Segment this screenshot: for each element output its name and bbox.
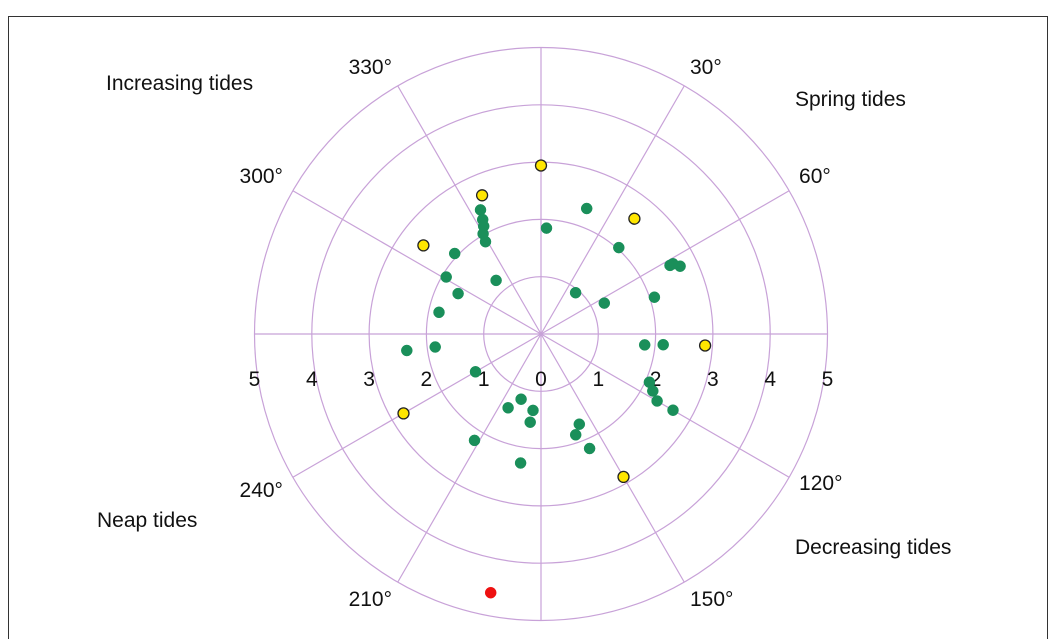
grid-spoke-150 — [540, 333, 685, 583]
radial-tick-label: 2 — [421, 368, 433, 391]
grid-spoke-60 — [540, 190, 790, 335]
green-point — [440, 271, 452, 283]
grid-spoke-240 — [292, 333, 542, 478]
yellow-point — [397, 407, 410, 420]
radial-tick-label: 3 — [707, 368, 719, 391]
grid-spoke-300 — [292, 190, 542, 335]
angle-label-240: 240° — [240, 479, 283, 502]
grid-spoke-330 — [397, 85, 542, 335]
yellow-point — [617, 470, 630, 484]
yellow-point — [417, 239, 430, 252]
grid-spoke-210 — [397, 333, 542, 583]
green-point — [583, 442, 596, 455]
angle-label-300: 300° — [240, 165, 283, 188]
green-point — [527, 404, 539, 417]
yellow-point — [628, 212, 641, 225]
radial-tick-label: 1 — [478, 368, 490, 391]
green-point — [429, 341, 441, 353]
quadrant-label-spring: Spring tides — [795, 88, 906, 111]
radial-tick-label: 0 — [535, 368, 547, 391]
radial-tick-label: 4 — [306, 368, 318, 391]
green-point — [638, 339, 651, 351]
polar-grid — [253, 46, 829, 622]
grid-spoke-30 — [540, 85, 685, 335]
green-point — [448, 247, 461, 260]
yellow-point — [698, 339, 712, 352]
red-point — [484, 586, 497, 599]
green-point — [401, 344, 413, 357]
yellow-point — [534, 159, 548, 172]
green-point — [468, 434, 481, 447]
green-point — [651, 395, 663, 407]
green-point — [648, 291, 661, 303]
radial-tick-label: 5 — [249, 368, 261, 391]
green-point — [573, 418, 586, 430]
green-point — [569, 286, 582, 299]
green-point — [514, 457, 527, 469]
quadrant-label-neap: Neap tides — [97, 509, 198, 532]
axis-labels: 30° 60° 120° 150° 210° 240° 300° 330° 5 4 3 2 1 0 1 2 3 4… — [240, 56, 843, 611]
radial-tick-label: 4 — [764, 368, 776, 391]
angle-label-150: 150° — [690, 588, 733, 611]
radial-tick-label: 5 — [822, 368, 834, 391]
angle-label-60: 60° — [799, 165, 831, 188]
quadrant-label-decreasing: Decreasing tides — [795, 536, 952, 559]
angle-label-30: 30° — [690, 56, 722, 79]
angle-label-330: 330° — [349, 56, 392, 79]
green-point — [657, 338, 669, 351]
green-point — [598, 297, 611, 309]
quadrant-label-increasing: Increasing tides — [106, 72, 254, 95]
angle-label-210: 210° — [349, 588, 392, 611]
green-point — [664, 259, 676, 272]
green-point — [433, 306, 445, 319]
green-point — [515, 393, 527, 405]
green-point — [540, 222, 553, 234]
chart-frame — [8, 16, 1048, 639]
radial-tick-label: 2 — [650, 368, 662, 391]
green-point — [474, 204, 487, 216]
green-point — [580, 202, 593, 215]
radial-tick-label: 1 — [592, 368, 604, 391]
green-point — [469, 366, 482, 378]
green-point — [647, 385, 659, 397]
green-point — [667, 404, 679, 416]
radial-tick-label: 3 — [363, 368, 375, 391]
green-point — [569, 429, 582, 441]
angle-label-120: 120° — [799, 472, 842, 495]
green-point — [479, 235, 492, 248]
green-point — [502, 402, 514, 414]
yellow-point — [475, 189, 489, 202]
grid-spoke-120 — [540, 333, 790, 478]
green-point — [452, 287, 464, 300]
green-point — [613, 241, 625, 254]
data-points — [397, 159, 712, 599]
green-point — [490, 274, 502, 287]
green-point — [524, 416, 536, 428]
